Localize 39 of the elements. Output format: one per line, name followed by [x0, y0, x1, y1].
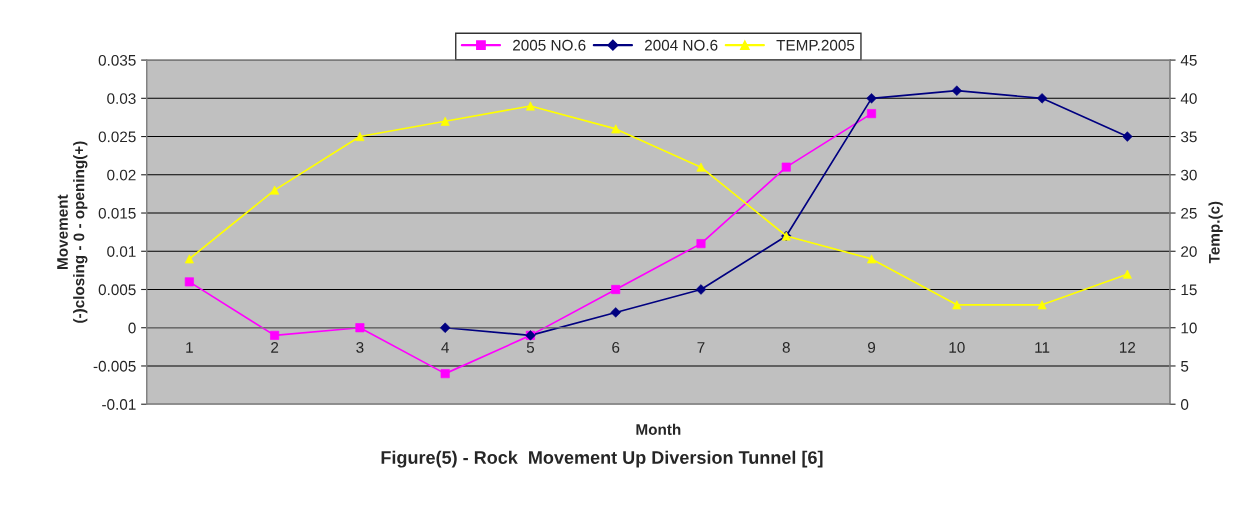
- legend-label: 2004 NO.6: [644, 39, 718, 51]
- y2-tick-label: 15: [1181, 284, 1197, 296]
- text: Figure(5) - Rock Movement Up Diversion Tunnel [6]: [381, 450, 823, 468]
- x-tick-label: 4: [441, 342, 449, 353]
- x-tick-label: 10: [949, 342, 965, 353]
- y-tick-label: 0.03: [107, 93, 136, 104]
- x-tick-label: 12: [1120, 342, 1136, 353]
- y2-tick-label: 10: [1181, 322, 1197, 334]
- x-tick-label: 1: [186, 342, 193, 353]
- y2-tick-label: 20: [1181, 246, 1197, 257]
- y-tick-label: 0.005: [98, 284, 136, 296]
- x-axis-title: Month: [636, 423, 681, 435]
- x-tick-label: 2: [271, 342, 279, 353]
- y-tick-label: 0.015: [98, 207, 136, 219]
- y2-tick-label: 25: [1181, 207, 1197, 219]
- x-tick-label: 8: [782, 342, 790, 353]
- x-tick-label: 9: [868, 342, 876, 353]
- y2-axis-title: Temp.(c): [1208, 201, 1223, 264]
- y2-tick-label: 0: [1181, 399, 1189, 410]
- y2-tick-label: 5: [1181, 361, 1189, 372]
- y-tick-label: 0.02: [107, 169, 136, 181]
- legend-label: TEMP.2005: [776, 39, 855, 51]
- y-tick-label: -0.005: [93, 360, 136, 372]
- x-tick-label: 3: [356, 342, 364, 353]
- x-tick-label: 11: [1035, 342, 1050, 353]
- y-axis-title: Movement (-)closing - 0 - opening(+): [57, 141, 88, 323]
- y-tick-label: 0.025: [98, 131, 136, 143]
- y-tick-label: 0.035: [98, 54, 136, 66]
- y2-tick-label: 30: [1180, 169, 1197, 181]
- y-tick-label: 0.01: [107, 246, 136, 257]
- legend-label: 2005 NO.6: [513, 39, 586, 51]
- y-tick-label: -0.01: [102, 399, 136, 410]
- y2-tick-label: 45: [1180, 55, 1197, 66]
- y-tick-label: 0: [128, 322, 136, 334]
- x-tick-label: 7: [697, 342, 705, 353]
- y2-tick-label: 35: [1180, 131, 1197, 143]
- x-tick-label: 5: [526, 342, 535, 353]
- y2-tick-label: 40: [1180, 93, 1197, 104]
- x-tick-label: 6: [612, 342, 620, 353]
